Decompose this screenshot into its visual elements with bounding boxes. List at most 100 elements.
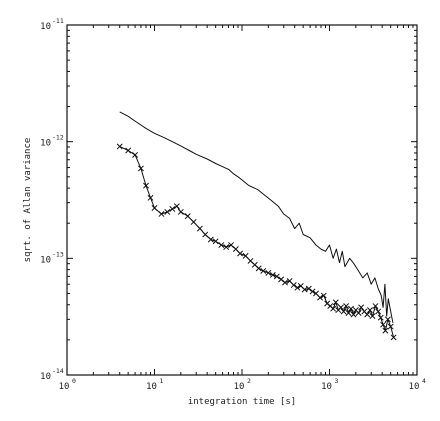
x-marker-stroke [337,304,344,311]
series-1-point [332,299,339,306]
x-marker-stroke [372,303,379,309]
series-1-point [282,279,288,286]
x-tick-label: 10 [59,382,70,392]
series-1-point [137,165,144,172]
x-marker-stroke [269,272,276,278]
x-marker-stroke [332,299,339,306]
x-marker-stroke [290,282,297,289]
series-1-point [237,250,244,257]
y-tick-exponent: -12 [52,134,64,142]
series-1-point [382,327,389,334]
series-1-point [290,282,297,289]
series-1-point [377,314,384,321]
x-tick-label: 10 [409,382,420,392]
x-marker-stroke [173,203,180,210]
x-marker-stroke [265,269,272,276]
series-1-point [348,305,354,312]
x-marker-stroke [184,213,191,220]
x-marker-stroke [143,182,149,189]
series-1-point [116,143,123,150]
x-marker-stroke [320,292,327,299]
series-1-point [202,231,209,238]
series-1-point [125,147,132,154]
series-1-point [369,313,376,320]
series-1-point [367,307,373,314]
x-marker-stroke [212,238,219,245]
x-marker-stroke [251,261,258,268]
series-1-point [387,323,394,330]
series-1-point [255,265,262,272]
plot-frame [66,24,418,376]
x-marker-stroke [169,206,176,212]
y-tick-label: 10 [40,372,51,382]
x-marker-stroke [207,236,214,243]
y-tick-exponent: -11 [52,17,64,25]
series-1-point [320,292,327,299]
y-tick-label: 10 [40,255,51,265]
x-tick-exponent: 4 [422,377,426,385]
x-marker-stroke [369,313,376,320]
x-marker-stroke [305,285,312,292]
x-marker-stroke [218,242,225,248]
series-1-point [345,310,352,316]
series-1-point [364,311,371,318]
series-1-point [340,308,347,315]
y-tick-exponent: -13 [52,250,64,258]
series-1-point [317,294,324,301]
series-1-point [355,310,362,316]
x-marker-stroke [343,303,350,309]
x-marker-stroke [350,311,357,318]
x-marker-stroke [273,273,280,280]
series-1-point [384,316,391,323]
series-1-point [390,334,397,341]
x-marker-stroke [361,308,368,315]
series-1-point [343,303,350,309]
x-marker-stroke [324,300,331,307]
x-marker-stroke [355,310,362,316]
x-marker-stroke [164,208,171,215]
x-marker-stroke [202,231,209,238]
series-1-point [269,272,276,278]
x-marker-stroke [309,288,316,295]
series-1-point [358,304,365,311]
series-1-point [265,269,272,276]
x-marker-stroke [196,225,203,232]
x-marker-stroke [282,279,288,286]
series-1-point [273,273,280,280]
y-axis-label: sqrt. of Allan variance [23,138,33,263]
x-marker-stroke [364,311,371,318]
x-marker-stroke [312,290,319,297]
x-marker-stroke [286,277,293,284]
x-marker-stroke [382,327,389,334]
series-1-point [169,206,176,212]
series-1-point [190,219,197,225]
x-tick-exponent: 2 [247,377,251,385]
x-tick-label: 10 [234,382,245,392]
x-marker-stroke [151,205,158,211]
x-marker-stroke [358,304,365,311]
series-1-point [164,208,171,215]
x-marker-stroke [228,242,235,248]
x-marker-stroke [158,211,165,217]
series-1-point [218,242,225,248]
x-marker-stroke [147,194,154,201]
x-marker-stroke [294,284,301,291]
series-1-point [212,238,219,245]
series-1-point [380,321,387,328]
series-1-point [260,267,267,274]
x-marker-stroke [255,265,262,272]
x-marker-stroke [137,165,144,172]
x-tick-exponent: 0 [72,377,76,385]
x-marker-stroke [232,246,239,253]
x-tick-exponent: 1 [160,377,164,385]
series-1-point [158,211,165,217]
series-1-point [294,284,301,291]
x-marker-stroke [247,257,254,264]
x-marker-stroke [116,143,123,150]
x-marker-stroke [384,316,391,323]
x-marker-stroke [340,308,347,315]
series-1-point [309,288,316,295]
series-1-point [375,308,382,315]
series-1-point [223,244,230,250]
